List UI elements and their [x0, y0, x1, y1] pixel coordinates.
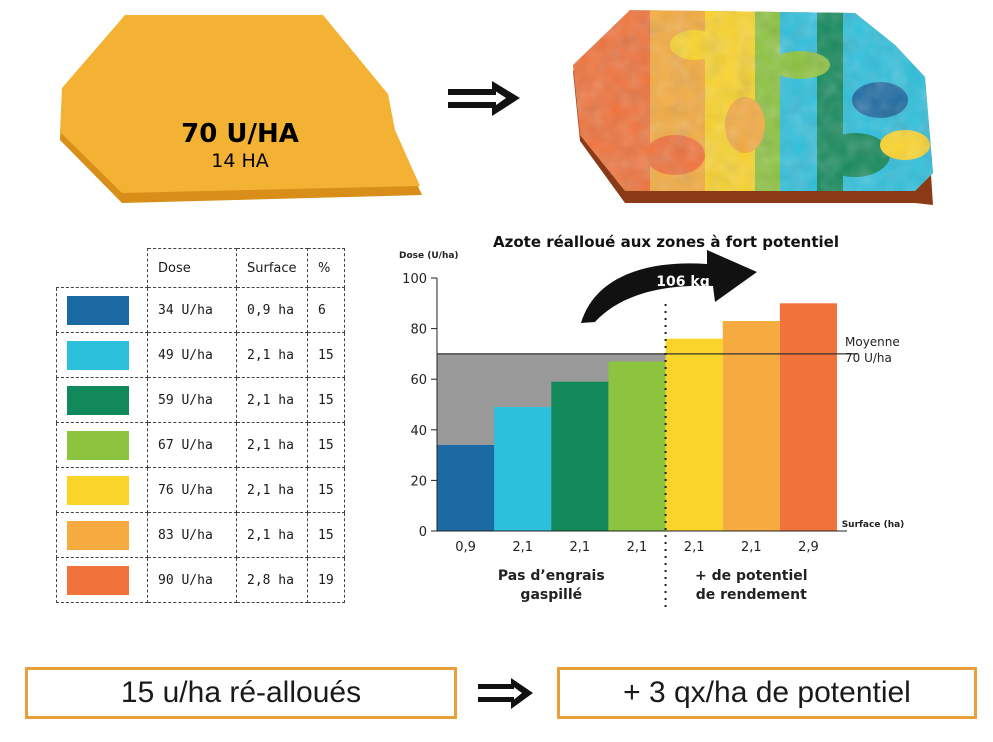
surface-cell: 0,9 ha — [236, 287, 308, 333]
percent-cell: 15 — [307, 512, 345, 558]
flat-field-illustration: 70 U/HA 14 HA — [60, 15, 422, 203]
table-row: 90 U/ha 2,8 ha 19 — [56, 557, 345, 603]
x-tick-label: 2,1 — [512, 540, 533, 555]
color-swatch — [67, 340, 129, 370]
dose-bar-chart: 0,9 2,1 2,1 2,1 2,1 2,1 2,9 0 20 40 60 80 100 Moyenne… — [399, 233, 905, 607]
table-row: 59 U/ha 2,1 ha 15 — [56, 377, 345, 423]
y-tick-label: 80 — [410, 323, 427, 338]
chart-title: Azote réalloué aux zones à fort potentie… — [493, 233, 839, 251]
x-axis-label: Surface (ha) — [842, 520, 905, 530]
x-tick-label: 0,9 — [455, 540, 476, 555]
bar — [494, 407, 552, 531]
color-swatch — [67, 385, 129, 415]
group-right-line1: + de potentiel — [695, 568, 808, 584]
percent-cell: 15 — [307, 332, 345, 378]
table-row: 34 U/ha 0,9 ha 6 — [56, 287, 345, 333]
color-swatch — [67, 475, 129, 505]
y-tick-label: 20 — [410, 474, 427, 489]
y-tick-label: 60 — [410, 373, 427, 388]
flat-field-top — [60, 15, 420, 193]
percent-cell: 6 — [307, 287, 345, 333]
bar — [437, 444, 495, 531]
y-tick-label: 40 — [410, 424, 427, 439]
surface-cell: 2,1 ha — [236, 332, 308, 378]
x-tick-label: 2,9 — [798, 540, 819, 555]
dose-table: Dose Surface % 34 U/ha 0,9 ha 6 49 U/ha 2,1 … — [56, 248, 345, 603]
bar — [665, 338, 723, 531]
x-tick-label: 2,1 — [741, 540, 762, 555]
header-dose: Dose — [147, 248, 237, 288]
color-swatch — [67, 295, 129, 325]
percent-cell: 15 — [307, 422, 345, 468]
modulated-field-map — [573, 10, 933, 205]
color-swatch — [67, 520, 129, 550]
dose-cell: 59 U/ha — [147, 377, 237, 423]
arrow-label: 106 kg — [656, 274, 709, 290]
field-area-label: 14 HA — [211, 150, 269, 172]
y-axis-label: Dose (U/ha) — [399, 251, 459, 261]
bar — [779, 303, 837, 531]
x-tick-label: 2,1 — [570, 540, 591, 555]
surface-cell: 2,1 ha — [236, 512, 308, 558]
dose-cell: 67 U/ha — [147, 422, 237, 468]
table-row: 83 U/ha 2,1 ha 15 — [56, 512, 345, 558]
table-row: 67 U/ha 2,1 ha 15 — [56, 422, 345, 468]
dose-cell: 34 U/ha — [147, 287, 237, 333]
dose-cell: 83 U/ha — [147, 512, 237, 558]
potential-gain-box: + 3 qx/ha de potentiel — [557, 667, 977, 719]
x-tick-label: 2,1 — [627, 540, 648, 555]
field-rate-label: 70 U/HA — [181, 119, 299, 149]
y-tick-label: 100 — [402, 272, 427, 287]
average-value-label: 70 U/ha — [845, 351, 892, 365]
bar — [722, 321, 780, 531]
header-surface: Surface — [236, 248, 308, 288]
curved-arrow-icon — [581, 250, 757, 323]
table-header-row: Dose Surface % — [56, 248, 345, 288]
group-right-line2: de rendement — [696, 587, 807, 603]
percent-cell: 19 — [307, 557, 345, 603]
reallocated-dose-box: 15 u/ha ré-alloués — [25, 667, 457, 719]
double-arrow-icon — [448, 81, 520, 116]
table-row: 76 U/ha 2,1 ha 15 — [56, 467, 345, 513]
dose-cell: 76 U/ha — [147, 467, 237, 513]
surface-cell: 2,1 ha — [236, 377, 308, 423]
surface-cell: 2,8 ha — [236, 557, 308, 603]
surface-cell: 2,1 ha — [236, 467, 308, 513]
group-left-line2: gaspillé — [520, 587, 582, 603]
percent-cell: 15 — [307, 377, 345, 423]
color-swatch — [67, 565, 129, 595]
y-tick-label: 0 — [419, 525, 427, 540]
surface-cell: 2,1 ha — [236, 422, 308, 468]
dose-cell: 49 U/ha — [147, 332, 237, 378]
average-label: Moyenne — [845, 335, 900, 349]
group-left-line1: Pas d’engrais — [498, 568, 605, 584]
x-tick-label: 2,1 — [684, 540, 705, 555]
bar — [608, 361, 666, 531]
dose-cell: 90 U/ha — [147, 557, 237, 603]
color-swatch — [67, 430, 129, 460]
double-arrow-icon — [478, 678, 533, 709]
percent-cell: 15 — [307, 467, 345, 513]
table-row: 49 U/ha 2,1 ha 15 — [56, 332, 345, 378]
bar — [551, 381, 609, 531]
header-percent: % — [307, 248, 345, 288]
